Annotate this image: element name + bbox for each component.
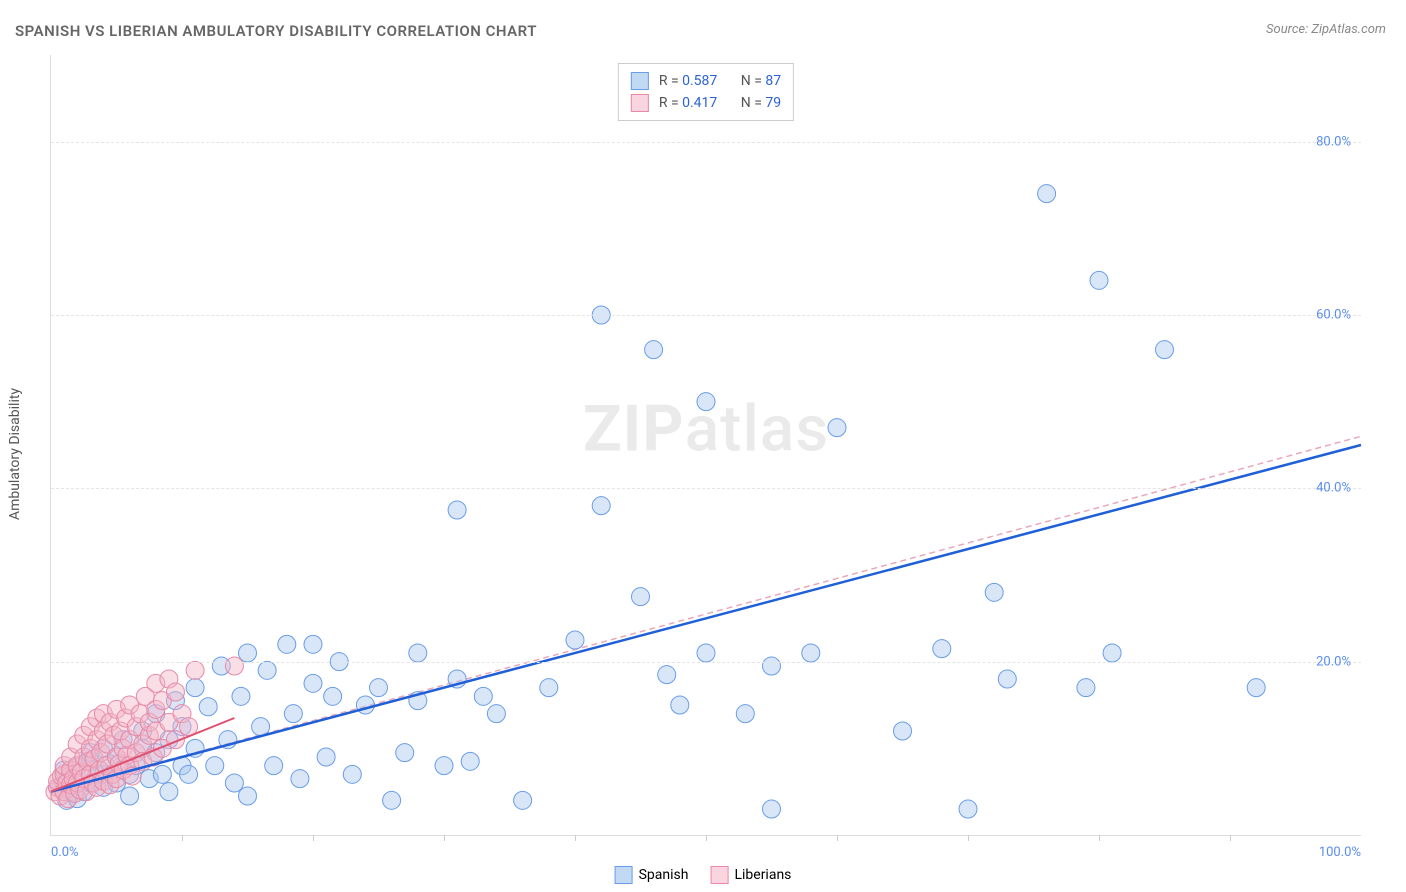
chart-container: SPANISH VS LIBERIAN AMBULATORY DISABILIT… bbox=[0, 0, 1406, 892]
data-point bbox=[645, 341, 663, 359]
legend-label: Liberians bbox=[734, 867, 791, 883]
data-point bbox=[409, 644, 427, 662]
x-tick bbox=[575, 835, 576, 841]
legend-item-liberians: Liberians bbox=[710, 866, 791, 884]
data-point bbox=[435, 757, 453, 775]
data-point bbox=[324, 687, 342, 705]
data-point bbox=[632, 588, 650, 606]
data-point bbox=[206, 757, 224, 775]
data-point bbox=[160, 783, 178, 801]
data-point bbox=[317, 748, 335, 766]
source-attribution: Source: ZipAtlas.com bbox=[1266, 22, 1386, 37]
series-legend: Spanish Liberians bbox=[615, 866, 792, 884]
x-tick bbox=[444, 835, 445, 841]
x-tick bbox=[968, 835, 969, 841]
legend-item-spanish: Spanish bbox=[615, 866, 689, 884]
data-point bbox=[186, 661, 204, 679]
data-point bbox=[284, 705, 302, 723]
data-point bbox=[186, 679, 204, 697]
data-point bbox=[258, 661, 276, 679]
data-point bbox=[121, 787, 139, 805]
legend-label: Spanish bbox=[639, 867, 689, 883]
data-point bbox=[763, 800, 781, 818]
data-point bbox=[239, 787, 257, 805]
data-point bbox=[658, 666, 676, 684]
data-point bbox=[343, 765, 361, 783]
data-point bbox=[225, 774, 243, 792]
data-point bbox=[396, 744, 414, 762]
data-point bbox=[383, 791, 401, 809]
y-tick-label: 80.0% bbox=[1316, 134, 1351, 149]
data-point bbox=[697, 393, 715, 411]
data-point bbox=[933, 640, 951, 658]
x-axis-max-label: 100.0% bbox=[1319, 845, 1361, 860]
x-tick bbox=[1099, 835, 1100, 841]
gridline bbox=[51, 488, 1361, 489]
data-point bbox=[802, 644, 820, 662]
data-point bbox=[304, 674, 322, 692]
y-tick-label: 40.0% bbox=[1316, 481, 1351, 496]
data-point bbox=[540, 679, 558, 697]
data-point bbox=[985, 583, 1003, 601]
y-axis-label: Ambulatory Disability bbox=[7, 388, 23, 520]
gridline bbox=[51, 662, 1361, 663]
x-tick bbox=[1230, 835, 1231, 841]
swatch-pink-icon bbox=[710, 866, 728, 884]
data-point bbox=[1077, 679, 1095, 697]
x-tick bbox=[313, 835, 314, 841]
data-point bbox=[278, 635, 296, 653]
trend-line bbox=[51, 445, 1361, 792]
data-point bbox=[252, 718, 270, 736]
swatch-blue-icon bbox=[615, 866, 633, 884]
data-point bbox=[1090, 271, 1108, 289]
data-point bbox=[239, 644, 257, 662]
chart-title: SPANISH VS LIBERIAN AMBULATORY DISABILIT… bbox=[15, 22, 537, 40]
y-tick-label: 20.0% bbox=[1316, 654, 1351, 669]
plot-svg bbox=[51, 55, 1361, 835]
data-point bbox=[448, 501, 466, 519]
y-tick-label: 60.0% bbox=[1316, 308, 1351, 323]
trend-line-dashed bbox=[51, 436, 1361, 791]
data-point bbox=[265, 757, 283, 775]
stats-row-liberians: R = 0.417 N = 79 bbox=[631, 92, 781, 114]
data-point bbox=[736, 705, 754, 723]
data-point bbox=[1247, 679, 1265, 697]
swatch-blue-icon bbox=[631, 72, 649, 90]
data-point bbox=[291, 770, 309, 788]
data-point bbox=[474, 687, 492, 705]
data-point bbox=[370, 679, 388, 697]
data-point bbox=[671, 696, 689, 714]
data-point bbox=[166, 683, 184, 701]
data-point bbox=[697, 644, 715, 662]
gridline bbox=[51, 315, 1361, 316]
swatch-pink-icon bbox=[631, 94, 649, 112]
gridline bbox=[51, 142, 1361, 143]
x-tick bbox=[706, 835, 707, 841]
data-point bbox=[998, 670, 1016, 688]
plot-area: ZIPatlas R = 0.587 N = 87 R = 0.417 N = … bbox=[50, 55, 1361, 836]
x-axis-min-label: 0.0% bbox=[51, 845, 79, 860]
data-point bbox=[959, 800, 977, 818]
data-point bbox=[828, 419, 846, 437]
data-point bbox=[514, 791, 532, 809]
data-point bbox=[232, 687, 250, 705]
data-point bbox=[180, 765, 198, 783]
x-tick bbox=[182, 835, 183, 841]
data-point bbox=[1038, 185, 1056, 203]
data-point bbox=[199, 698, 217, 716]
data-point bbox=[566, 631, 584, 649]
data-point bbox=[763, 657, 781, 675]
data-point bbox=[461, 752, 479, 770]
x-tick bbox=[837, 835, 838, 841]
stats-legend: R = 0.587 N = 87 R = 0.417 N = 79 bbox=[618, 63, 794, 121]
data-point bbox=[153, 765, 171, 783]
data-point bbox=[592, 497, 610, 515]
data-point bbox=[487, 705, 505, 723]
data-point bbox=[1156, 341, 1174, 359]
stats-row-spanish: R = 0.587 N = 87 bbox=[631, 70, 781, 92]
data-point bbox=[1103, 644, 1121, 662]
data-point bbox=[304, 635, 322, 653]
data-point bbox=[225, 657, 243, 675]
data-point bbox=[894, 722, 912, 740]
